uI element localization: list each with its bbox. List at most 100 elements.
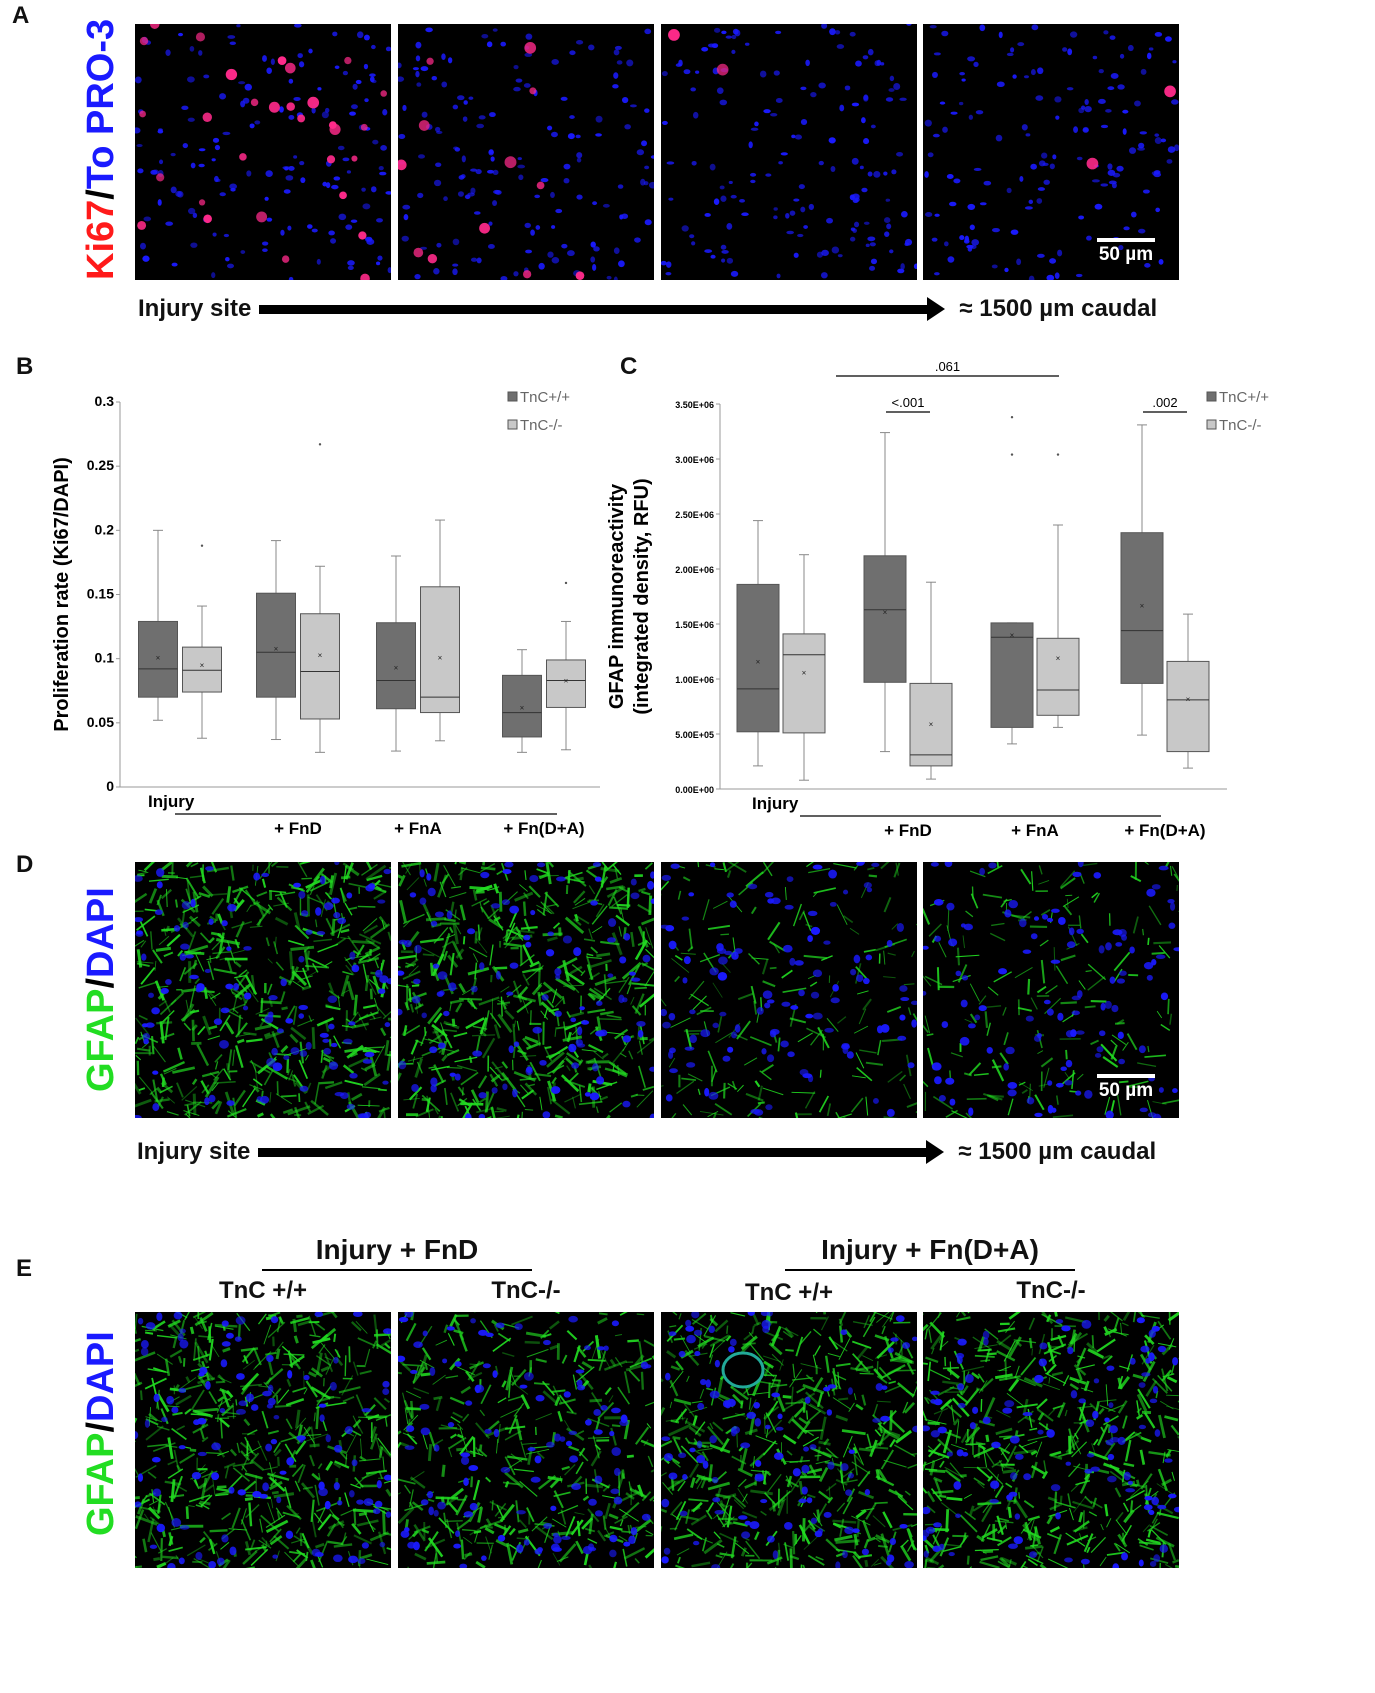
gfap-fiber bbox=[511, 1315, 533, 1326]
nucleus bbox=[725, 35, 732, 39]
nucleus bbox=[805, 59, 810, 67]
gfap-fiber bbox=[1008, 1336, 1022, 1358]
gfap-fiber bbox=[378, 1106, 390, 1113]
gfap-fiber bbox=[1104, 1504, 1109, 1517]
nucleus bbox=[1100, 1002, 1106, 1011]
gfap-fiber bbox=[628, 1369, 641, 1382]
nucleus bbox=[385, 46, 391, 52]
nucleus bbox=[229, 1546, 237, 1556]
gfap-fiber bbox=[707, 1481, 731, 1491]
nucleus bbox=[243, 992, 252, 1000]
gfap-fiber bbox=[233, 1089, 246, 1107]
box-tnc-ko bbox=[182, 646, 222, 693]
gfap-fiber bbox=[320, 899, 326, 917]
nucleus bbox=[806, 1497, 813, 1504]
gfap-fiber bbox=[634, 986, 647, 990]
nucleus bbox=[380, 145, 387, 151]
gfap-fiber bbox=[224, 1466, 230, 1479]
nucleus bbox=[406, 1425, 415, 1432]
gfap-fiber bbox=[717, 1016, 723, 1033]
gfap-fiber bbox=[704, 1335, 725, 1343]
gfap-fiber bbox=[143, 862, 156, 872]
nucleus bbox=[730, 1427, 737, 1437]
gfap-fiber bbox=[807, 1554, 825, 1566]
gfap-fiber bbox=[768, 1382, 771, 1399]
nucleus bbox=[470, 187, 476, 195]
gfap-fiber bbox=[635, 1526, 647, 1528]
gfap-fiber bbox=[1048, 1408, 1056, 1417]
nucleus bbox=[1067, 48, 1073, 56]
gfap-fiber bbox=[838, 1312, 847, 1325]
nucleus bbox=[1158, 865, 1169, 871]
nucleus bbox=[208, 1560, 217, 1568]
gfap-fiber bbox=[245, 1504, 260, 1519]
nucleus bbox=[762, 1325, 770, 1334]
nucleus bbox=[924, 119, 932, 127]
gfap-fiber bbox=[782, 987, 807, 993]
nucleus bbox=[452, 263, 459, 267]
gfap-fiber bbox=[1117, 1533, 1128, 1548]
gfap-fiber bbox=[361, 863, 378, 876]
category-label: + FnD bbox=[884, 821, 932, 840]
gfap-fiber bbox=[589, 1026, 600, 1035]
gfap-fiber bbox=[211, 938, 223, 951]
gfap-fiber bbox=[502, 1481, 520, 1486]
gfap-fiber bbox=[816, 1509, 821, 1523]
gfap-fiber bbox=[995, 1427, 1013, 1436]
gfap-fiber bbox=[287, 1105, 311, 1116]
nucleus bbox=[640, 1361, 649, 1370]
gfap-fiber bbox=[926, 1033, 934, 1037]
nucleus bbox=[259, 1095, 270, 1104]
gfap-fiber bbox=[233, 897, 240, 906]
gfap-fiber bbox=[987, 986, 999, 996]
gfap-fiber bbox=[249, 1060, 271, 1074]
gfap-fiber bbox=[586, 953, 594, 957]
nucleus bbox=[478, 1113, 486, 1118]
nucleus bbox=[869, 265, 876, 271]
nucleus bbox=[298, 1004, 309, 1010]
gfap-fiber bbox=[526, 1041, 542, 1050]
nucleus bbox=[870, 124, 876, 129]
gfap-fiber bbox=[273, 1492, 295, 1499]
nucleus bbox=[726, 222, 733, 230]
nucleus bbox=[226, 946, 232, 952]
nucleus bbox=[830, 997, 840, 1004]
nucleus bbox=[298, 1013, 305, 1019]
gfap-fiber bbox=[452, 923, 459, 945]
gfap-fiber bbox=[785, 1460, 798, 1463]
gfap-fiber bbox=[450, 1487, 465, 1500]
gfap-fiber bbox=[973, 1073, 989, 1076]
gfap-fiber bbox=[500, 986, 510, 993]
nucleus bbox=[230, 187, 236, 192]
gfap-fiber bbox=[1075, 1368, 1083, 1381]
nucleus bbox=[778, 161, 783, 165]
nucleus bbox=[411, 1084, 419, 1092]
nucleus bbox=[1019, 918, 1027, 928]
nucleus bbox=[969, 224, 975, 231]
gfap-fiber bbox=[980, 1359, 991, 1362]
nucleus bbox=[523, 1372, 534, 1381]
gfap-fiber bbox=[1155, 1536, 1175, 1548]
gfap-fiber bbox=[798, 1524, 811, 1545]
gfap-fiber bbox=[253, 1348, 262, 1366]
gfap-fiber bbox=[799, 1330, 812, 1345]
gfap-fiber bbox=[443, 1324, 449, 1334]
gfap-fiber bbox=[152, 1079, 159, 1102]
gfap-fiber bbox=[383, 1480, 391, 1484]
panel-e-col-1-label: TnC +/+ bbox=[218, 1277, 308, 1304]
nucleus bbox=[398, 133, 406, 140]
gfap-fiber bbox=[872, 1403, 879, 1417]
gfap-fiber bbox=[160, 862, 173, 872]
gfap-fiber bbox=[366, 1046, 385, 1049]
gfap-fiber bbox=[796, 1387, 806, 1394]
legend-swatch bbox=[1206, 419, 1217, 430]
gfap-fiber bbox=[328, 1520, 345, 1530]
gfap-fiber bbox=[508, 1414, 518, 1434]
gfap-fiber bbox=[636, 1038, 654, 1054]
gfap-fiber bbox=[261, 1090, 264, 1097]
nucleus bbox=[148, 992, 154, 998]
gfap-fiber bbox=[433, 1395, 443, 1401]
nucleus bbox=[461, 155, 466, 163]
gfap-fiber bbox=[835, 1362, 851, 1367]
gfap-fiber bbox=[968, 1062, 982, 1076]
